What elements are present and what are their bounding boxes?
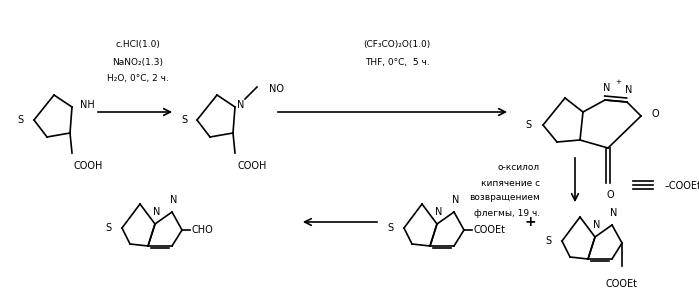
Text: c.HCl(1.0): c.HCl(1.0) bbox=[115, 41, 161, 49]
Text: COOEt: COOEt bbox=[606, 279, 638, 289]
Text: N: N bbox=[452, 195, 460, 205]
Text: возвращением: возвращением bbox=[469, 194, 540, 202]
Text: COOH: COOH bbox=[74, 161, 103, 171]
Text: S: S bbox=[388, 223, 394, 233]
Text: S: S bbox=[181, 115, 187, 125]
Text: CHO: CHO bbox=[192, 225, 214, 235]
Text: N: N bbox=[610, 208, 618, 218]
Text: +: + bbox=[615, 79, 621, 85]
Text: N: N bbox=[593, 220, 600, 230]
Text: N: N bbox=[626, 85, 633, 95]
Text: H₂O, 0°C, 2 ч.: H₂O, 0°C, 2 ч. bbox=[107, 75, 169, 83]
Text: о-ксилол: о-ксилол bbox=[498, 163, 540, 173]
Text: N: N bbox=[171, 195, 178, 205]
Text: O: O bbox=[606, 190, 614, 200]
Text: –COOEt: –COOEt bbox=[665, 181, 699, 191]
Text: флегмы, 19 ч.: флегмы, 19 ч. bbox=[474, 208, 540, 218]
Text: N: N bbox=[603, 83, 611, 93]
Text: кипячение с: кипячение с bbox=[481, 178, 540, 187]
Text: COOH: COOH bbox=[237, 161, 266, 171]
Text: S: S bbox=[106, 223, 112, 233]
Text: N: N bbox=[153, 207, 161, 217]
Text: S: S bbox=[546, 236, 552, 246]
Text: S: S bbox=[18, 115, 24, 125]
Text: NH: NH bbox=[80, 100, 95, 110]
Text: (CF₃CO)₂O(1.0): (CF₃CO)₂O(1.0) bbox=[363, 41, 431, 49]
Text: NaNO₂(1.3): NaNO₂(1.3) bbox=[113, 57, 164, 67]
Text: O: O bbox=[651, 109, 658, 119]
Text: COOEt: COOEt bbox=[474, 225, 506, 235]
Text: THF, 0°C,  5 ч.: THF, 0°C, 5 ч. bbox=[365, 57, 429, 67]
Text: N: N bbox=[237, 100, 245, 110]
Text: NO: NO bbox=[269, 84, 284, 94]
Text: N: N bbox=[435, 207, 442, 217]
Text: S: S bbox=[525, 120, 531, 130]
Text: +: + bbox=[524, 215, 536, 229]
